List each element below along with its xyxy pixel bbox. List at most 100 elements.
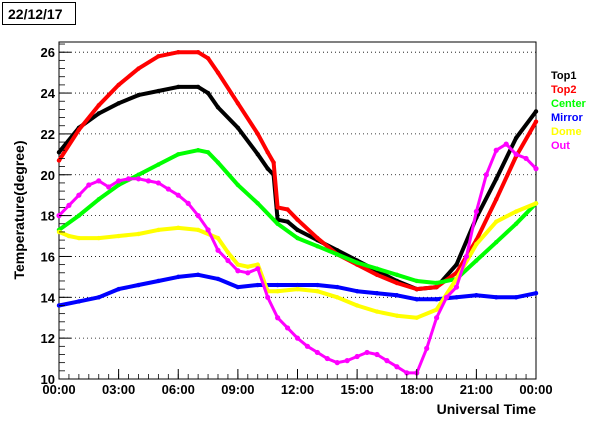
data-point [215, 235, 221, 241]
x-axis-title: Universal Time [437, 401, 537, 417]
data-point [165, 186, 171, 192]
data-point [295, 227, 300, 233]
data-point [443, 294, 450, 300]
data-point [454, 295, 459, 300]
data-point [255, 131, 260, 137]
legend-entry: Mirror [551, 112, 584, 124]
x-tick-label: 21:00 [460, 382, 493, 397]
data-point [285, 207, 290, 212]
data-point [145, 178, 152, 184]
data-point [205, 56, 211, 61]
data-point [96, 197, 101, 202]
data-point [304, 343, 311, 349]
data-point [315, 288, 320, 294]
data-point [255, 262, 260, 267]
data-point [156, 88, 161, 94]
data-point [255, 201, 260, 206]
data-point [533, 166, 539, 172]
data-point [215, 70, 221, 75]
data-point [394, 280, 400, 286]
data-point [494, 197, 499, 202]
data-point [493, 147, 499, 153]
data-point [474, 258, 479, 263]
data-point [125, 176, 132, 182]
x-tick-label: 06:00 [162, 382, 195, 397]
legend-entry: Out [551, 140, 570, 152]
data-point [374, 291, 380, 296]
data-point [513, 135, 519, 141]
data-point [474, 242, 479, 247]
data-point [136, 231, 141, 237]
data-point [245, 264, 251, 269]
data-point [354, 353, 360, 360]
x-tick-label: 03:00 [102, 382, 135, 397]
data-point [384, 358, 390, 364]
data-point [96, 111, 101, 116]
y-tick-label: 22 [41, 127, 55, 142]
data-point [414, 286, 419, 292]
data-point [235, 182, 241, 188]
data-point [513, 209, 519, 214]
data-point [175, 192, 181, 198]
data-point [205, 150, 211, 155]
data-point [56, 158, 62, 163]
data-point [76, 213, 82, 218]
data-point [116, 182, 121, 188]
data-point [275, 205, 280, 210]
data-point [374, 351, 380, 358]
data-point [235, 284, 241, 290]
series-out [56, 141, 539, 376]
x-tick-label: 15:00 [341, 382, 374, 397]
data-point [66, 233, 72, 239]
y-tick-label: 26 [41, 45, 55, 60]
data-point [414, 297, 419, 302]
data-point [335, 252, 340, 257]
data-point [116, 286, 121, 292]
data-point [354, 303, 360, 308]
data-point [116, 82, 121, 88]
data-point [454, 262, 459, 267]
data-point [295, 217, 300, 222]
data-point [434, 284, 439, 290]
data-point [364, 349, 370, 356]
series-line [57, 148, 538, 285]
data-point [295, 282, 300, 288]
data-point [474, 293, 479, 298]
data-point [434, 315, 440, 321]
data-point [394, 313, 400, 318]
data-point [195, 213, 201, 219]
data-point [295, 286, 300, 292]
data-point [275, 221, 280, 226]
data-point [225, 257, 231, 264]
data-point [533, 119, 539, 124]
data-point [394, 272, 400, 278]
data-point [176, 225, 181, 231]
data-point [195, 50, 201, 55]
data-point [136, 66, 141, 71]
x-tick-label: 09:00 [221, 382, 254, 397]
data-point [215, 247, 221, 253]
data-point [106, 184, 112, 190]
series-dome [56, 201, 539, 320]
data-point [96, 235, 101, 241]
data-point [215, 276, 221, 282]
data-point [176, 152, 181, 157]
data-point [116, 178, 122, 184]
data-point [96, 295, 101, 300]
legend-entry: Top2 [551, 84, 576, 96]
data-point [156, 162, 161, 167]
data-point [463, 253, 470, 260]
data-point [215, 105, 221, 110]
x-tick-label: 18:00 [400, 382, 433, 397]
data-point [205, 90, 211, 96]
data-point [255, 152, 260, 157]
data-point [503, 141, 509, 147]
data-point [335, 295, 340, 300]
x-tick-label: 00:00 [42, 382, 75, 397]
data-point [66, 202, 72, 208]
data-point [315, 282, 320, 288]
data-point [285, 219, 290, 224]
data-point [265, 294, 271, 300]
data-point [195, 148, 201, 153]
